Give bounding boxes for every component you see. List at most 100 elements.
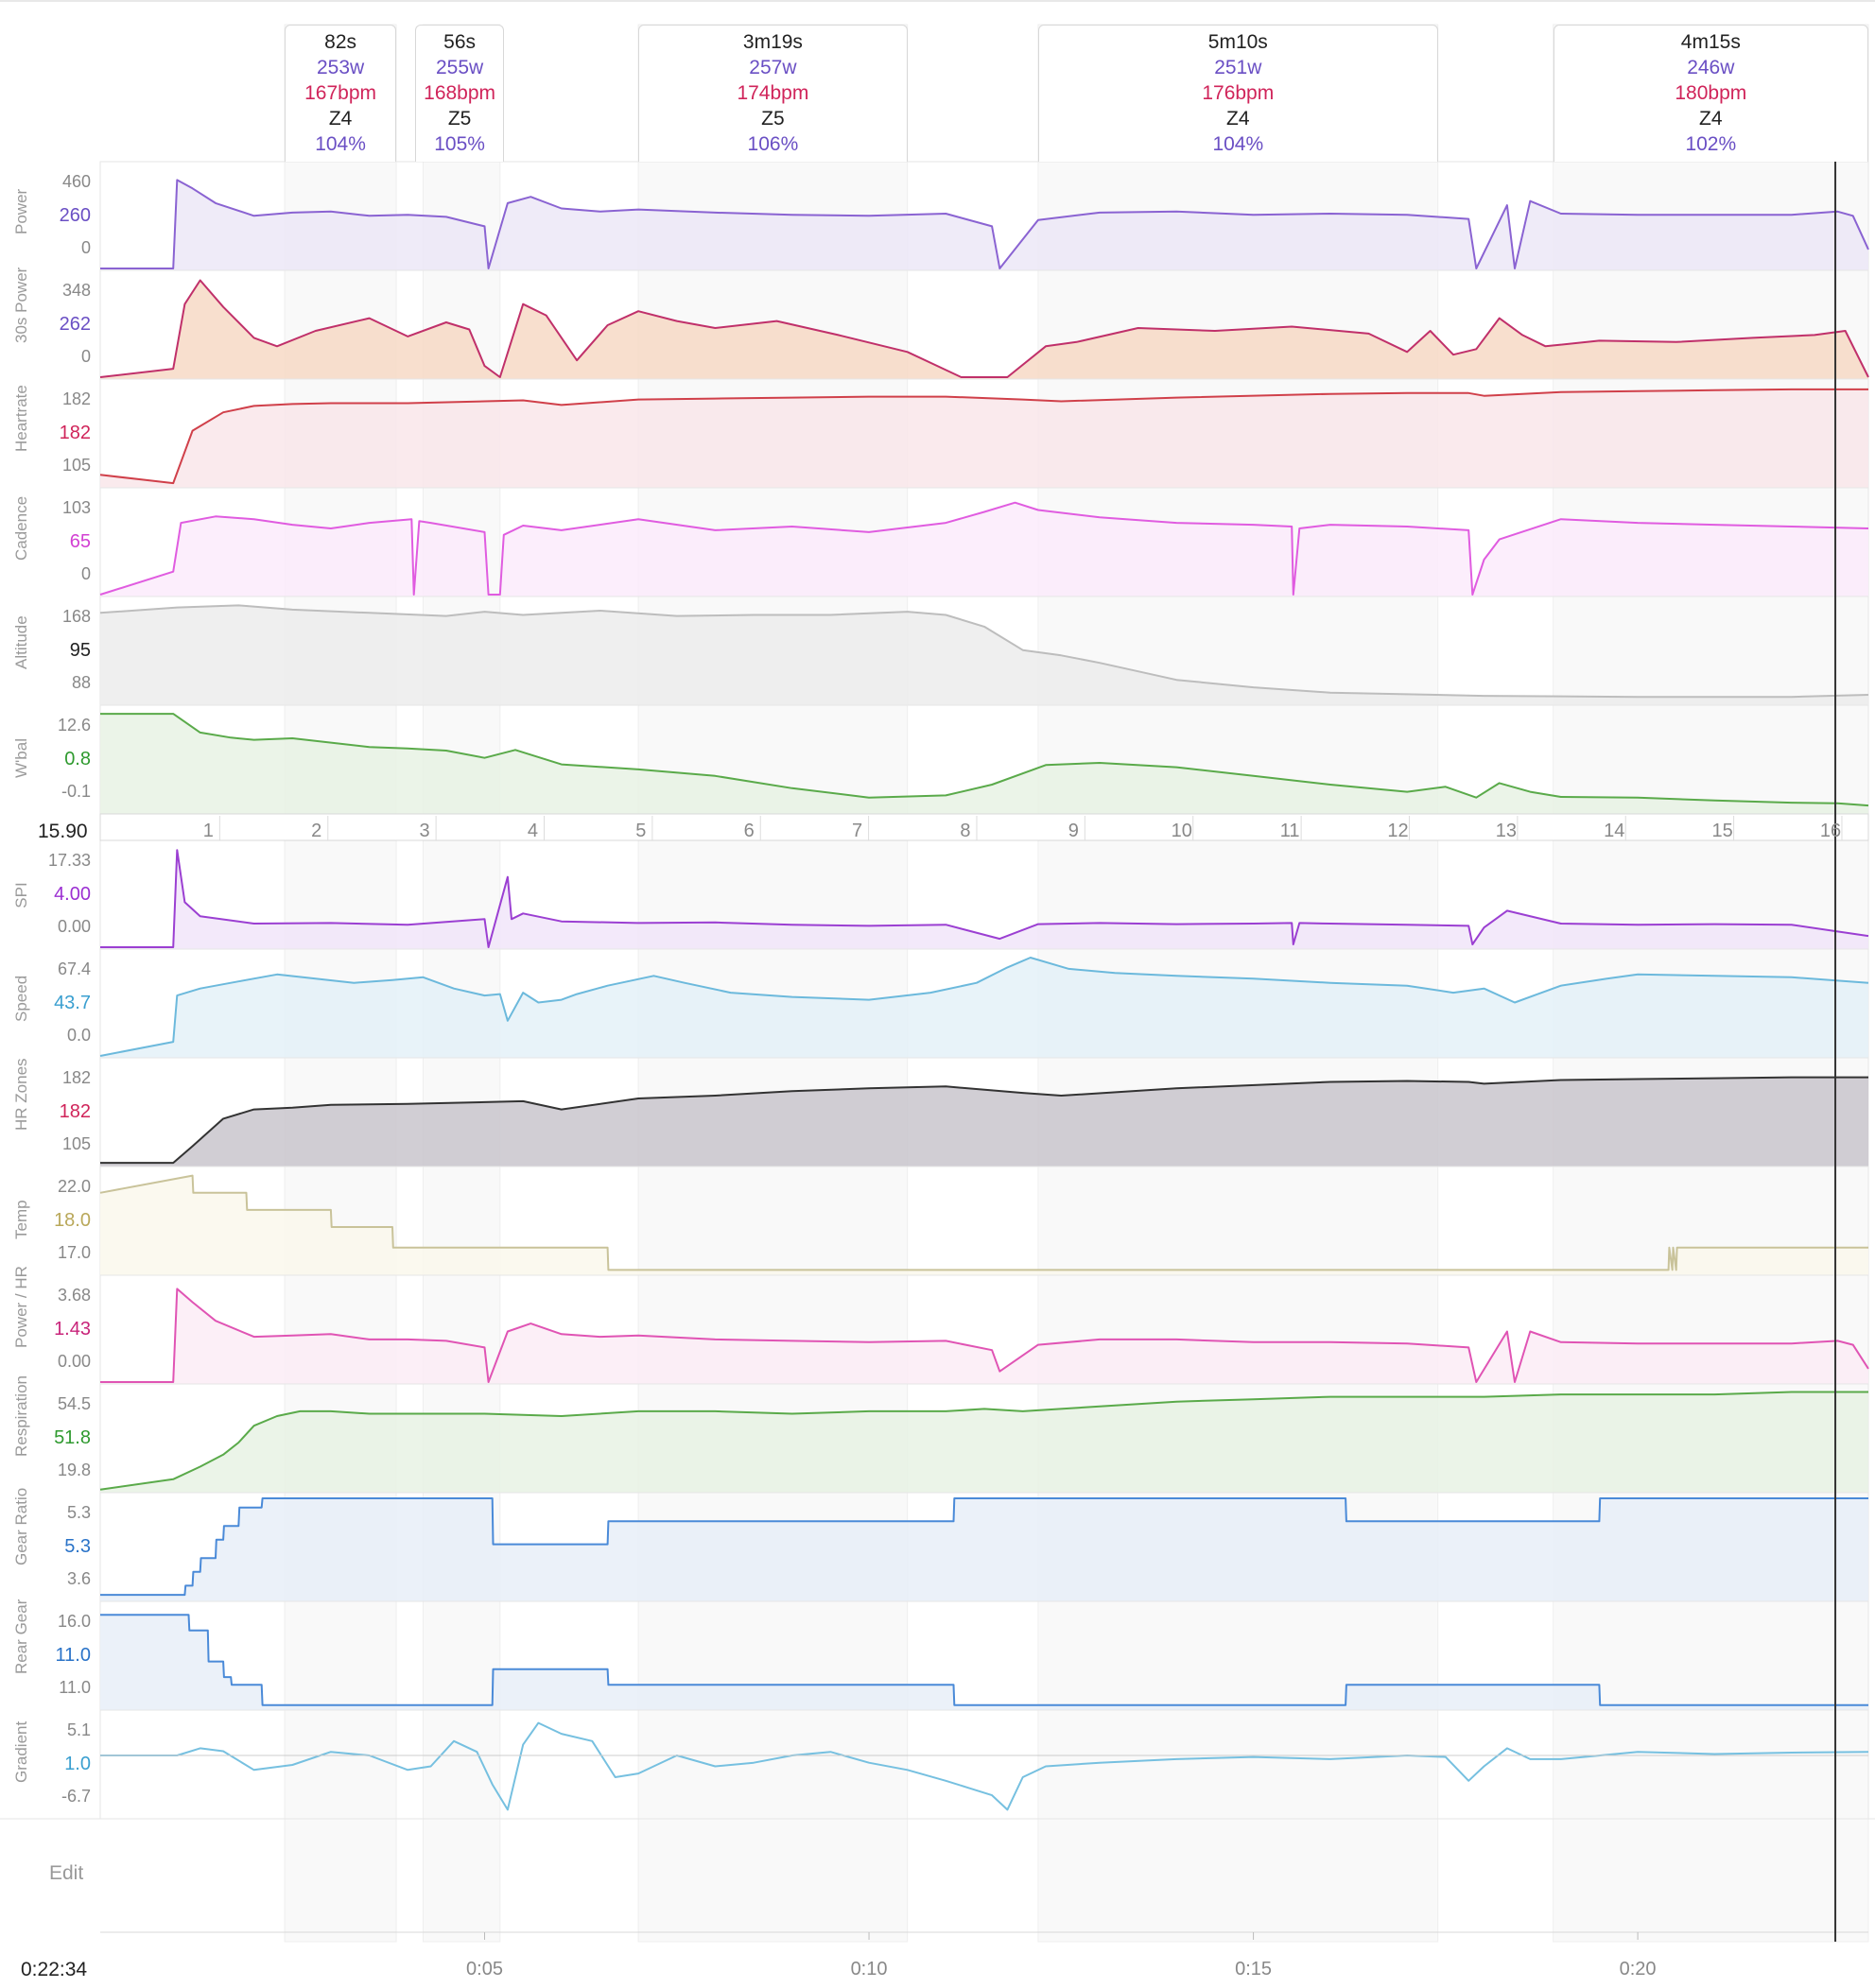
distance-tick: 1 xyxy=(202,821,214,841)
lane-label: Power / HR xyxy=(12,1266,31,1348)
tick-label: 3.68 xyxy=(57,1286,91,1305)
distance-tick: 10 xyxy=(1171,821,1192,841)
lane-label: Gear Ratio xyxy=(12,1487,31,1564)
series-area xyxy=(100,1615,1868,1710)
lane-hr-zones[interactable] xyxy=(99,1057,1869,1167)
tick-label: 1.0 xyxy=(64,1754,91,1774)
tick-label: 22.0 xyxy=(57,1177,91,1196)
interval-duration: 82s xyxy=(324,31,356,53)
tick-label: 182 xyxy=(59,423,91,443)
interval-zone: Z5 xyxy=(447,108,472,130)
series-area xyxy=(100,714,1868,814)
distance-tick: 3 xyxy=(419,821,430,841)
tick-label: 182 xyxy=(61,389,91,408)
series-area xyxy=(100,605,1868,705)
tick-label: 43.7 xyxy=(54,993,91,1013)
lane-power[interactable] xyxy=(99,161,1869,271)
tick-label: 54.5 xyxy=(57,1394,91,1413)
tick-label: 51.8 xyxy=(54,1427,91,1448)
distance-tick: 6 xyxy=(743,821,755,841)
series-line xyxy=(100,1288,1869,1383)
interval-power: 253w xyxy=(316,57,365,78)
distance-tick: 8 xyxy=(960,821,971,841)
tick-label: 182 xyxy=(61,1068,91,1087)
tick-label: 105 xyxy=(61,456,91,475)
tick-label: 95 xyxy=(69,640,91,661)
tick-label: 5.3 xyxy=(66,1503,91,1522)
tick-label: 262 xyxy=(59,314,91,335)
series-line xyxy=(100,1076,1868,1165)
distance-tick: 11 xyxy=(1279,821,1300,841)
label-column xyxy=(0,0,100,1988)
interval-summary[interactable]: 5m10s 251w 176bpm Z4 104% xyxy=(1037,25,1438,162)
series-area xyxy=(100,1077,1868,1167)
distance-axis xyxy=(99,813,1869,841)
series-area xyxy=(100,1392,1868,1493)
series-area xyxy=(100,280,1868,379)
tick-label: -0.1 xyxy=(61,782,91,801)
tick-label: 168 xyxy=(61,607,91,626)
series-area xyxy=(100,1175,1868,1275)
tick-label: 12.6 xyxy=(57,716,91,735)
interval-heartrate: 174bpm xyxy=(737,82,809,104)
lane-label: Temp xyxy=(12,1199,30,1239)
lane-respiration[interactable] xyxy=(99,1383,1869,1494)
tick-label: 260 xyxy=(59,205,91,226)
interval-duration: 3m19s xyxy=(742,31,803,53)
interval-percent: 104% xyxy=(315,133,366,155)
distance-tick: 16 xyxy=(1819,821,1842,841)
tick-label: 11.0 xyxy=(55,1645,91,1666)
tick-label: 182 xyxy=(59,1101,91,1122)
tick-label: 0 xyxy=(80,238,91,257)
tick-label: 0.00 xyxy=(57,917,91,936)
interval-duration: 5m10s xyxy=(1207,31,1268,53)
interval-power: 257w xyxy=(749,57,797,78)
series-line xyxy=(99,1391,1868,1491)
series-area xyxy=(100,850,1868,949)
interval-percent: 105% xyxy=(434,133,485,155)
tick-label: 460 xyxy=(61,172,91,191)
series-line xyxy=(99,957,1869,1057)
edit-button[interactable]: Edit xyxy=(49,1862,84,1884)
tick-label: 16.0 xyxy=(57,1612,91,1631)
interval-summary[interactable]: 4m15s 246w 180bpm Z4 102% xyxy=(1553,25,1868,162)
series-line xyxy=(99,1174,1868,1271)
series-line xyxy=(100,1497,1868,1597)
tick-label: 67.4 xyxy=(57,959,91,978)
distance-tick: 7 xyxy=(852,821,863,841)
tick-label: -6.7 xyxy=(61,1787,91,1806)
interval-summary[interactable]: 3m19s 257w 174bpm Z5 106% xyxy=(638,25,908,162)
series-area xyxy=(100,1288,1868,1384)
lane-label: Altitude xyxy=(12,614,30,669)
series-line xyxy=(100,179,1869,269)
tick-label: 17.33 xyxy=(47,851,91,870)
tick-label: 348 xyxy=(61,281,91,300)
time-tick: 0:10 xyxy=(850,1959,888,1979)
lane-label: Speed xyxy=(12,975,30,1022)
interval-summary[interactable]: 56s 255w 168bpm Z5 105% xyxy=(415,25,504,162)
series-line xyxy=(99,501,1869,596)
series-area xyxy=(100,389,1868,488)
lane-label: Power xyxy=(12,188,30,234)
lane-label: W'bal xyxy=(12,737,30,778)
series-line xyxy=(100,1614,1868,1706)
time-tick: 0:15 xyxy=(1235,1959,1273,1979)
interval-duration: 4m15s xyxy=(1680,31,1741,53)
distance-tick: 4 xyxy=(527,821,539,841)
interval-zone: Z4 xyxy=(328,108,353,130)
tick-label: 88 xyxy=(71,673,91,692)
series-area xyxy=(100,502,1868,596)
interval-heartrate: 180bpm xyxy=(1675,82,1747,104)
interval-heartrate: 168bpm xyxy=(424,82,496,104)
tick-label: 17.0 xyxy=(57,1243,91,1262)
tick-label: 0.00 xyxy=(57,1352,91,1371)
lane-gear-ratio[interactable] xyxy=(99,1492,1869,1602)
series-line xyxy=(100,849,1869,948)
tick-label: 19.8 xyxy=(57,1461,91,1479)
lane-label: HR Zones xyxy=(12,1057,30,1131)
interval-summary[interactable]: 82s 253w 167bpm Z4 104% xyxy=(285,25,397,162)
distance-tick: 12 xyxy=(1387,821,1409,841)
time-tick: 0:05 xyxy=(466,1959,503,1979)
distance-tick: 14 xyxy=(1604,821,1625,841)
